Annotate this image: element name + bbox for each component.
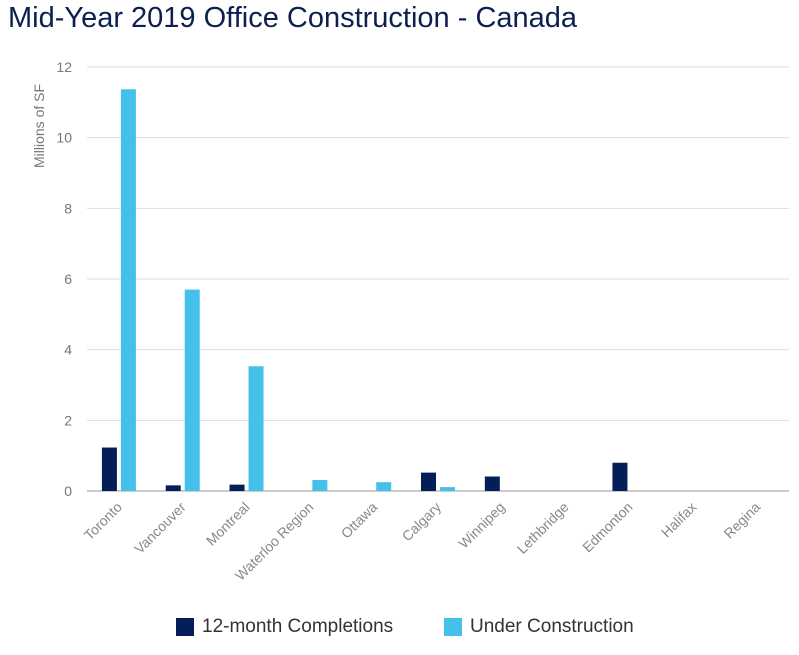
bar-completions (101, 447, 117, 491)
bar-under-construction (440, 487, 455, 491)
bar-under-construction (312, 480, 328, 491)
bar-completions (165, 485, 181, 491)
legend-item-under-construction: Under Construction (444, 616, 634, 638)
bar-completions (612, 462, 628, 491)
bar-under-construction (120, 89, 136, 491)
legend-label-under-construction: Under Construction (470, 616, 634, 637)
x-tick-label: Montreal (203, 499, 253, 549)
x-tick-label: Toronto (81, 499, 125, 543)
bar-completions (229, 484, 245, 491)
y-tick-label: 6 (64, 271, 72, 287)
legend-label-completions: 12-month Completions (202, 616, 394, 637)
x-tick-label: Lethbridge (514, 499, 572, 557)
y-tick-label: 10 (56, 130, 72, 146)
bar-completions (421, 472, 436, 491)
x-tick-label: Ottawa (338, 499, 381, 542)
y-tick-label: 4 (64, 342, 72, 358)
legend-item-completions: 12-month Completions (176, 616, 393, 638)
bar-under-construction (248, 366, 264, 491)
y-tick-label: 8 (64, 200, 72, 216)
legend-swatch-completions (176, 618, 194, 636)
x-tick-label: Regina (721, 499, 764, 542)
x-tick-label: Calgary (399, 499, 444, 544)
chart-title: Mid-Year 2019 Office Construction - Cana… (8, 2, 578, 34)
x-tick-label: Vancouver (131, 499, 189, 557)
y-tick-label: 0 (64, 483, 72, 499)
x-tick-label: Winnipeg (455, 499, 508, 552)
bar-under-construction (376, 482, 392, 491)
legend-swatch-under-construction (444, 618, 462, 636)
x-tick-label: Halifax (658, 499, 700, 541)
y-tick-label: 2 (64, 412, 72, 428)
x-tick-label: Edmonton (579, 499, 635, 555)
bar-completions (484, 476, 500, 491)
y-axis-label: Millions of SF (31, 84, 47, 168)
y-tick-label: 12 (56, 59, 72, 75)
bar-under-construction (184, 289, 200, 491)
